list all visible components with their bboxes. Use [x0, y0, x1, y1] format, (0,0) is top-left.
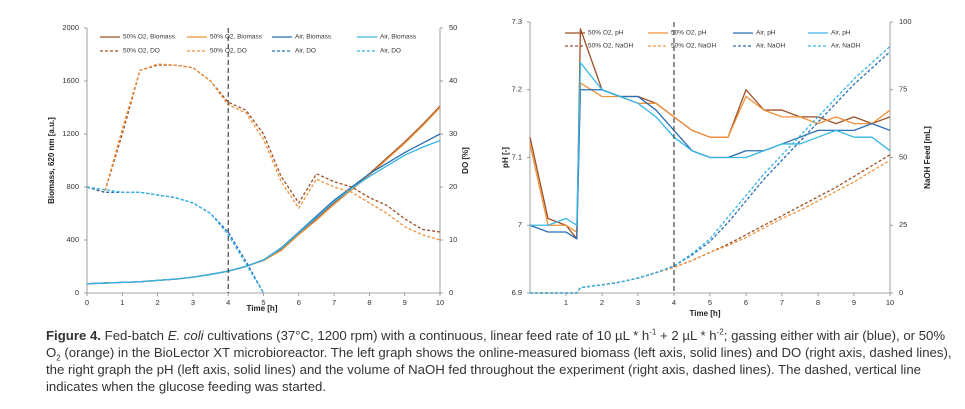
y2-axis-title: NaOH Feed [mL]: [923, 126, 932, 189]
x-tick-label: 9: [403, 298, 407, 307]
series-line: [86, 186, 265, 294]
x-tick-label: 8: [816, 298, 820, 307]
y2-tick-label: 50: [899, 152, 907, 161]
caption-text: 2: [56, 353, 61, 363]
x-tick-label: 0: [85, 298, 89, 307]
x-tick-label: 1: [564, 298, 568, 307]
y2-tick-label: 50: [449, 23, 457, 32]
x-tick-label: 2: [600, 298, 604, 307]
series-line: [530, 159, 891, 294]
legend-label: 50% O2, Biomass: [210, 34, 263, 41]
y-axis-title: pH [-]: [501, 147, 510, 168]
y-tick-label: 800: [66, 182, 79, 191]
y-axis-title: Biomass, 620 nm [a.u.]: [47, 117, 56, 204]
x-tick-label: 10: [886, 298, 894, 307]
legend-label: Air, pH: [831, 30, 851, 37]
series-line: [86, 63, 441, 241]
legend-label: 50% O2, pH: [671, 30, 707, 37]
x-tick-label: 5: [261, 298, 265, 307]
y-tick-label: 7: [518, 220, 522, 229]
caption-text: -1: [649, 327, 657, 337]
series-line: [530, 62, 891, 226]
x-tick-label: 7: [332, 298, 336, 307]
caption-text: + 2 µL * h: [656, 328, 717, 343]
y-tick-label: 1200: [62, 129, 79, 138]
caption-text: E. coli: [167, 328, 204, 343]
series-line: [529, 28, 891, 240]
caption-text: Fed-batch: [100, 328, 168, 343]
y2-tick-label: 10: [449, 235, 457, 244]
y2-tick-label: 40: [449, 76, 457, 85]
legend-label: Air, pH: [756, 30, 776, 37]
legend-label: 50% O2, DO: [123, 48, 160, 55]
y2-tick-label: 0: [899, 288, 903, 297]
series-line: [530, 154, 891, 294]
y2-tick-label: 25: [899, 220, 907, 229]
series-line: [530, 45, 891, 294]
y-tick-label: 1600: [62, 76, 79, 85]
x-tick-label: 10: [436, 298, 444, 307]
x-tick-label: 3: [636, 298, 640, 307]
x-tick-label: 6: [297, 298, 301, 307]
y-tick-label: 7.1: [512, 152, 522, 161]
y2-tick-label: 20: [449, 182, 457, 191]
x-tick-label: 4: [226, 298, 230, 307]
y-tick-label: 2000: [62, 23, 79, 32]
caption-label: Figure 4.: [46, 328, 101, 343]
caption: Figure 4. Fed-batch E. coli cultivations…: [46, 327, 961, 395]
x-tick-label: 3: [191, 298, 195, 307]
series-line: [86, 64, 441, 233]
x-tick-label: 7: [780, 298, 784, 307]
legend-label: Air, Biomass: [295, 34, 332, 41]
y2-tick-label: 100: [899, 17, 912, 26]
y2-tick-label: 30: [449, 129, 457, 138]
y2-axis-title: DO [%]: [461, 147, 470, 174]
y-tick-label: 6.9: [512, 288, 522, 297]
x-axis-title: Time [h]: [690, 309, 721, 318]
x-tick-label: 6: [744, 298, 748, 307]
caption-text: -2: [716, 327, 724, 337]
caption-text: cultivations (37°C, 1200 rpm) with a con…: [203, 328, 650, 343]
legend-label: 50% O2, Biomass: [123, 34, 176, 41]
legend-label: Air, NaOH: [756, 43, 786, 50]
series-line: [529, 89, 891, 240]
series-line: [530, 51, 891, 294]
legend-label: 50% O2, NaOH: [588, 43, 633, 50]
y-tick-label: 7.2: [512, 85, 522, 94]
x-tick-label: 5: [708, 298, 712, 307]
x-tick-label: 2: [156, 298, 160, 307]
x-axis-title: Time [h]: [247, 304, 278, 313]
legend-label: 50% O2, DO: [210, 48, 247, 55]
y-tick-label: 7.3: [512, 17, 522, 26]
legend-label: Air, DO: [295, 48, 316, 55]
x-tick-label: 4: [672, 298, 676, 307]
legend-label: Air, DO: [380, 48, 401, 55]
x-tick-label: 8: [367, 298, 371, 307]
x-tick-label: 1: [120, 298, 124, 307]
legend-label: 50% O2, pH: [588, 30, 624, 37]
y-tick-label: 400: [66, 235, 79, 244]
series-line: [86, 133, 441, 285]
legend-label: 50% O2, NaOH: [671, 43, 716, 50]
x-tick-label: 9: [852, 298, 856, 307]
y-tick-label: 0: [75, 288, 79, 297]
series-line: [86, 140, 441, 285]
y2-tick-label: 75: [899, 85, 907, 94]
legend-label: Air, NaOH: [831, 43, 861, 50]
y2-tick-label: 0: [449, 288, 453, 297]
charts: 0 1 2 3 4 5 6 7 8 9 100400800120016002000010203040…: [47, 17, 932, 318]
series-line: [86, 186, 265, 294]
caption-text: ; gassing either with air (blue), or 50%…: [46, 328, 946, 360]
caption-text: (orange) in the BioLector XT microbiorea…: [46, 345, 952, 394]
series-line: [86, 105, 441, 285]
legend-label: Air, Biomass: [380, 34, 417, 41]
